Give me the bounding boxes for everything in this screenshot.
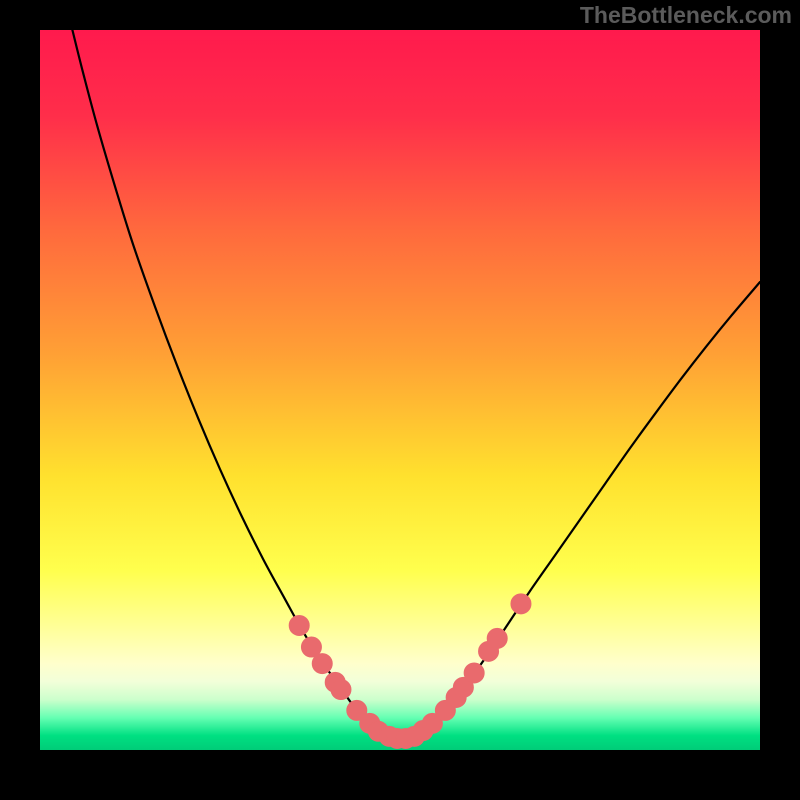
bottleneck-chart xyxy=(0,0,800,800)
data-marker xyxy=(464,663,484,683)
data-marker xyxy=(487,628,507,648)
gradient-background xyxy=(40,30,760,750)
data-marker xyxy=(511,594,531,614)
data-marker xyxy=(312,654,332,674)
data-marker xyxy=(289,615,309,635)
data-marker xyxy=(331,680,351,700)
